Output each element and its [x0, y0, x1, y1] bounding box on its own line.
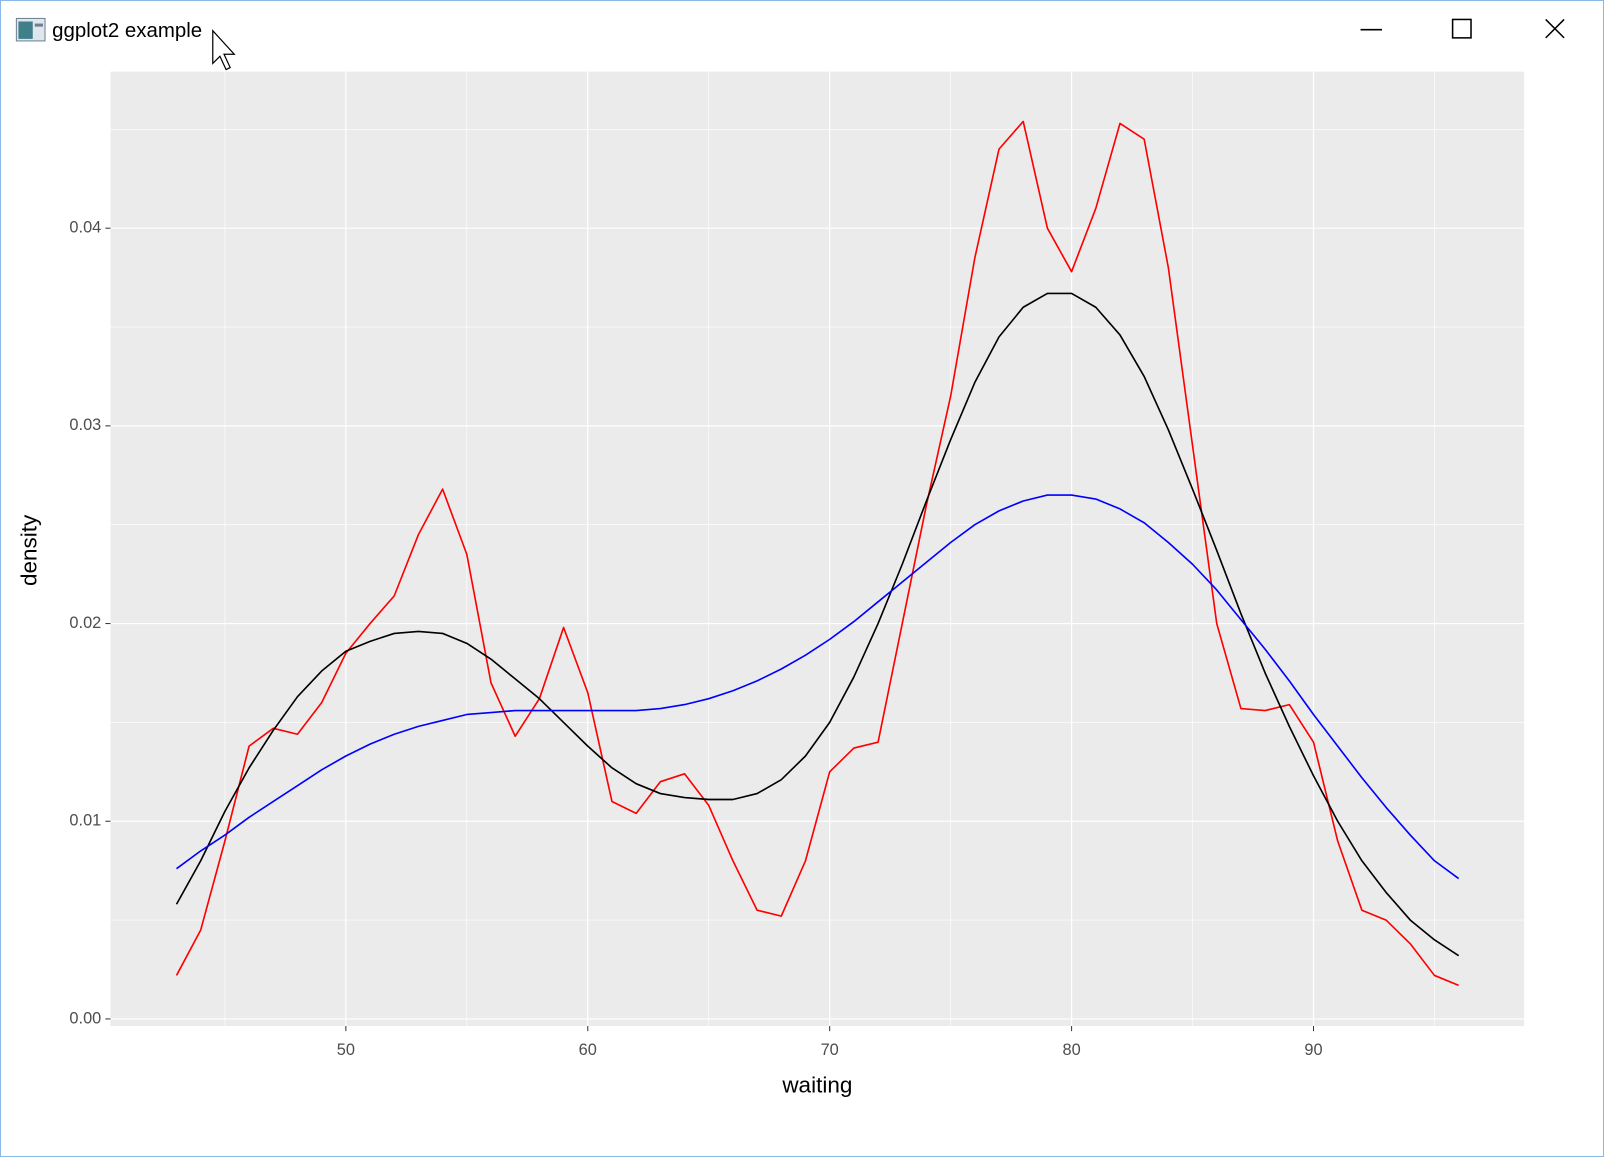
- y-tick-label: 0.04: [69, 219, 101, 237]
- x-axis-title: waiting: [781, 1072, 852, 1097]
- x-tick-label: 80: [1062, 1041, 1080, 1059]
- y-tick-label: 0.01: [69, 812, 101, 830]
- y-tick-label: 0.00: [69, 1009, 101, 1027]
- density-line: [176, 494, 1460, 880]
- x-tick-label: 70: [821, 1041, 839, 1059]
- y-axis-title: density: [17, 514, 42, 586]
- x-tick-label: 50: [337, 1041, 355, 1059]
- y-tick-label: 0.02: [69, 614, 101, 632]
- density-line: [175, 120, 1459, 987]
- close-button[interactable]: [1545, 18, 1565, 39]
- app-icon: [15, 17, 46, 42]
- y-tick-label: 0.03: [69, 416, 101, 434]
- maximize-button[interactable]: [1451, 18, 1472, 39]
- plot: 50 60 70 80 90 0.00 0.01 0.02 0.03 0.04: [69, 71, 1525, 1059]
- window-title: ggplot2 example: [52, 19, 202, 42]
- x-tick-label: 60: [579, 1041, 597, 1059]
- panel-background: [110, 71, 1525, 1027]
- x-tick-label: 90: [1304, 1041, 1322, 1059]
- mouse-cursor: [212, 29, 236, 71]
